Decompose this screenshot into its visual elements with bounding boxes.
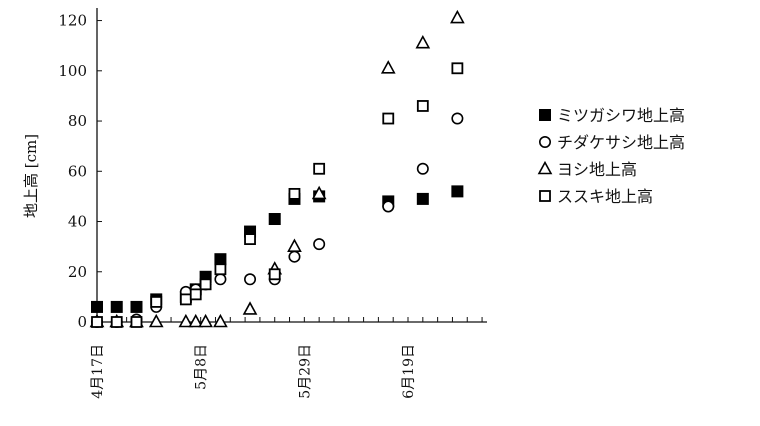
data-point (451, 112, 464, 125)
data-point (416, 100, 429, 112)
data-point (451, 62, 464, 75)
data-point (130, 300, 143, 313)
y-tick-label: 20 (68, 263, 87, 281)
data-point (189, 288, 202, 301)
legend-item: ヨシ地上高 (537, 160, 637, 179)
data-point (110, 300, 123, 313)
data-point (178, 313, 194, 328)
data-point (382, 200, 395, 213)
y-tick-label: 0 (77, 313, 87, 331)
legend-marker (537, 160, 553, 175)
data-point (91, 300, 103, 313)
legend-marker (538, 136, 551, 149)
data-point (244, 273, 257, 286)
series-open-square (91, 62, 464, 328)
data-point (110, 316, 123, 328)
data-point (313, 238, 326, 251)
data-point (198, 313, 213, 328)
legend-label: ミツガシワ地上高 (557, 106, 685, 125)
data-point (311, 185, 327, 200)
data-point (288, 250, 301, 263)
data-point (268, 213, 281, 226)
x-tick-label: 6月19日 (401, 344, 417, 399)
data-point (415, 34, 431, 49)
legend-item: ススキ地上高 (539, 187, 653, 206)
data-point (214, 273, 227, 286)
y-tick-label: 100 (58, 62, 87, 80)
data-point (451, 185, 464, 198)
data-point (287, 238, 302, 252)
legend-item: チダケサシ地上高 (538, 133, 685, 152)
data-point (91, 316, 103, 328)
legend-marker (539, 190, 551, 202)
data-point (214, 263, 227, 276)
data-point (214, 253, 227, 266)
legend-item: ミツガシワ地上高 (539, 106, 685, 125)
data-point (244, 233, 256, 246)
data-point (150, 296, 163, 308)
data-point (199, 278, 212, 291)
y-tick-label: 40 (68, 213, 87, 231)
y-axis-title: 地上高 [cm] (22, 134, 40, 218)
data-point (450, 9, 465, 24)
plot-area (89, 9, 465, 328)
data-point (268, 268, 281, 281)
data-point (188, 313, 204, 328)
data-point (382, 112, 395, 125)
y-tick-label: 120 (58, 12, 87, 30)
data-point (179, 293, 192, 306)
y-axis: 0 20 40 60 80 100 120 (58, 8, 102, 331)
y-tick-label: 60 (68, 162, 87, 180)
data-point (313, 162, 326, 175)
x-tick-label: 5月8日 (194, 344, 210, 390)
x-axis: 4月17日 5月8日 5月29日 6月19日 (90, 317, 487, 399)
data-point (380, 60, 396, 74)
legend-label: チダケサシ地上高 (557, 133, 685, 152)
data-point (288, 187, 301, 200)
legend-label: ススキ地上高 (557, 187, 653, 206)
series-filled-square (91, 185, 464, 313)
data-point (416, 162, 429, 175)
data-point (213, 313, 228, 328)
data-point (242, 301, 258, 315)
data-point (416, 192, 429, 205)
y-tick-label: 80 (68, 112, 87, 130)
x-tick-label: 5月29日 (297, 344, 313, 399)
data-point (148, 313, 164, 328)
data-point (130, 316, 143, 328)
legend-label: ヨシ地上高 (557, 160, 637, 179)
x-tick-label: 4月17日 (90, 344, 106, 399)
legend-marker (539, 109, 551, 121)
